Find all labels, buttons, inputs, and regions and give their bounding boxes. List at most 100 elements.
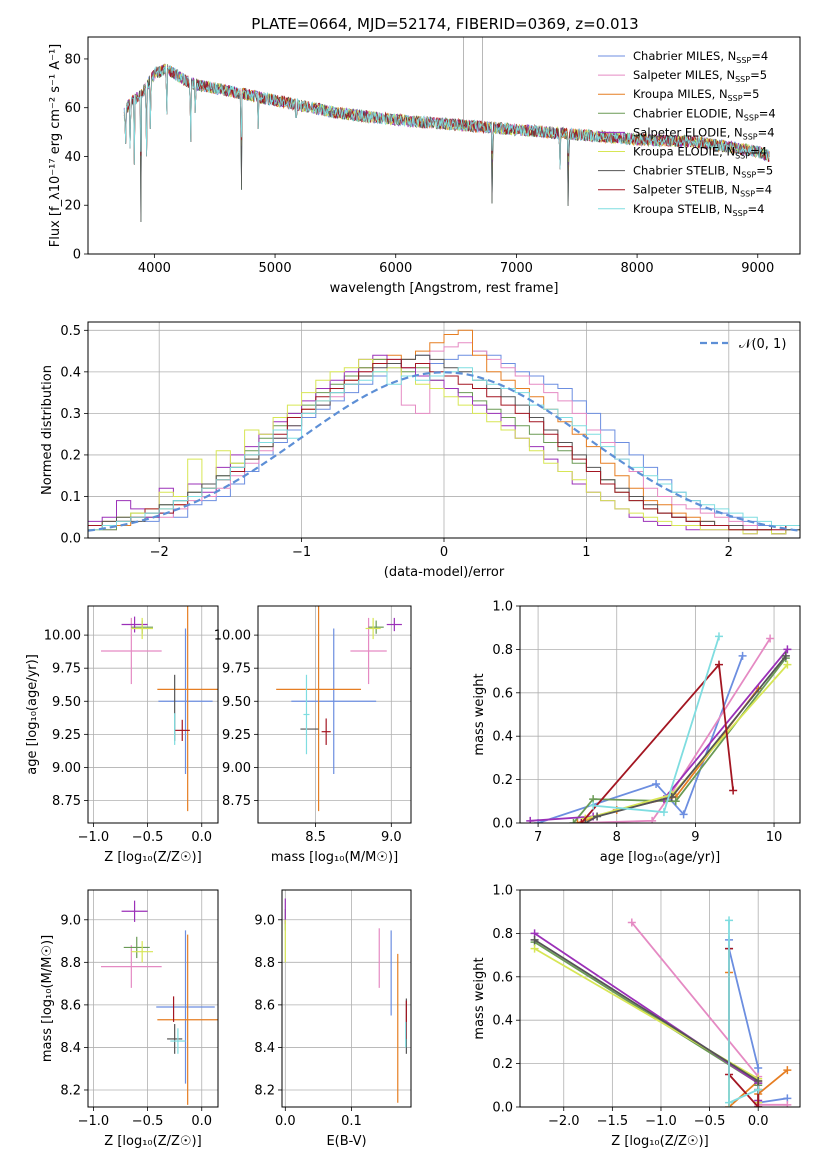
age-vs-mass-xlabel: mass [log₁₀(M/M☉)]: [271, 850, 398, 865]
spectrum-frame: [87, 36, 801, 255]
massweight-point: [729, 786, 738, 795]
massweight-vs-Z-ytick-label: 0.2: [492, 1057, 513, 1072]
mass-vs-EBV-ytick-label: 9.0: [254, 913, 275, 928]
age-vs-mass-ytick-label: 9.00: [222, 761, 251, 776]
residuals-xtick-label: −1: [292, 545, 311, 560]
massweight-point: [573, 819, 582, 823]
normal-legend-label: 𝒩(0, 1): [739, 337, 786, 352]
spectrum-xtick-label: 4000: [138, 261, 171, 276]
mass-vs-EBV-ytick-label: 8.6: [254, 998, 275, 1013]
massweight-point: [526, 816, 535, 823]
age-vs-mass-ytick-label: 9.25: [222, 728, 251, 743]
age-vs-Z-data: [101, 606, 218, 812]
massweight-vs-Z-data: [530, 916, 792, 1107]
massweight-point: [577, 819, 586, 823]
massweight-vs-age-xtick-label: 8: [613, 830, 621, 845]
massweight-vs-age-ytick-label: 1.0: [492, 600, 513, 615]
spectrum-ylabel: Flux [f_λ10⁻¹⁷ erg cm⁻² s⁻¹ A⁻¹]: [48, 44, 63, 248]
spectrum-xtick-label: 9000: [741, 261, 774, 276]
mass-vs-Z-xtick-label: −0.5: [132, 1114, 164, 1129]
mass-vs-Z-ytick-label: 9.0: [60, 913, 81, 928]
mass-vs-Z-data: [101, 900, 218, 1105]
massweight-vs-Z-xtick-label: 0.0: [748, 1114, 769, 1129]
massweight-vs-age-ytick-label: 0.6: [492, 686, 513, 701]
massweight-vs-Z-frame: [519, 889, 801, 1108]
spectrum-ytick-label: 80: [64, 52, 81, 67]
age-vs-Z-ytick-label: 9.50: [52, 695, 81, 710]
mass-vs-EBV-ytick-label: 8.4: [254, 1041, 275, 1056]
massweight-vs-age-frame: [519, 605, 801, 824]
massweight-point: [754, 1103, 763, 1107]
massweight-vs-age-xtick-label: 7: [534, 830, 542, 845]
spectrum-axes: 4000 5000 6000 7000 8000 9000 0 20 40 60 80 wavelen…: [48, 36, 801, 296]
residuals-xtick-label: −2: [150, 545, 169, 560]
massweight-point: [754, 1063, 763, 1072]
age-vs-Z-frame: [87, 605, 219, 824]
age-vs-mass-ytick-label: 9.75: [222, 662, 251, 677]
massweight-vs-Z-ytick-label: 0.0: [492, 1101, 513, 1116]
residuals-ytick-label: 0.4: [60, 365, 81, 380]
massweight-vs-age-xlabel: age [log₁₀(age/yr)]: [600, 850, 721, 865]
spectrum-legend-label: Salpeter MILES, NSSP=5: [633, 68, 767, 84]
age-vs-Z-ytick-label: 9.75: [52, 662, 81, 677]
mass-vs-Z-ylabel: mass [log₁₀(M/M☉)]: [40, 935, 55, 1062]
residual-histogram: [88, 367, 800, 531]
spectrum-ytick-label: 60: [64, 101, 81, 116]
age-vs-mass-xtick-label: 8.5: [305, 830, 326, 845]
spectrum-ytick-label: 20: [64, 199, 81, 214]
residuals-ytick-label: 0.2: [60, 448, 81, 463]
residuals-ytick-label: 0.5: [60, 324, 81, 339]
massweight-vs-age-ytick-label: 0.0: [492, 817, 513, 832]
massweight-point: [754, 1085, 763, 1094]
massweight-point: [679, 810, 688, 819]
spectrum-xtick-label: 8000: [621, 261, 654, 276]
massweight-point: [754, 1076, 763, 1085]
spectrum-ytick-label: 0: [73, 248, 81, 263]
mass-vs-Z-xlabel: Z [log₁₀(Z/Z☉)]: [104, 1134, 201, 1149]
mass-vs-Z-ytick-label: 8.8: [60, 956, 81, 971]
massweight-vs-age-data: [526, 632, 792, 823]
residuals-ytick-label: 0.3: [60, 407, 81, 422]
massweight-vs-Z-ytick-label: 0.6: [492, 970, 513, 985]
massweight-vs-Z-ylabel: mass weight: [472, 957, 487, 1039]
mass-vs-Z-ytick-label: 8.4: [60, 1041, 81, 1056]
spectrum-xtick-label: 6000: [379, 261, 412, 276]
massweight-vs-age-ytick-label: 0.4: [492, 730, 513, 745]
massweight-point: [627, 918, 636, 927]
residuals-axes: −2 −1 0 1 2 0.0 0.1 0.2 0.3 0.4 0.5 (data-model)/er…: [40, 321, 801, 580]
massweight-point: [589, 801, 598, 810]
massweight-point: [783, 1100, 792, 1107]
residuals-ylabel: Normed distribution: [40, 365, 55, 495]
age-vs-Z-ytick-label: 10.00: [44, 629, 81, 644]
massweight-vs-Z-xtick-label: −0.5: [694, 1114, 726, 1129]
normal-curve: [88, 371, 800, 532]
massweight-vs-age-ytick-label: 0.2: [492, 773, 513, 788]
spectrum-legend: Chabrier MILES, NSSP=4 Salpeter MILES, NS…: [598, 49, 776, 218]
age-vs-Z-xtick-label: 0.0: [191, 830, 212, 845]
age-vs-Z-xlabel: Z [log₁₀(Z/Z☉)]: [104, 850, 201, 865]
age-vs-Z-xtick-label: −0.5: [132, 830, 164, 845]
residuals-data: [88, 329, 800, 535]
residuals-xtick-label: 2: [725, 545, 733, 560]
massweight-point: [648, 816, 657, 823]
massweight-point: [783, 660, 792, 669]
spectrum-ytick-label: 40: [64, 150, 81, 165]
massweight-vs-age-ytick-label: 0.8: [492, 643, 513, 658]
residuals-xtick-label: 1: [582, 545, 590, 560]
massweight-vs-Z-ytick-label: 1.0: [492, 884, 513, 899]
massweight-vs-Z-ytick-label: 0.8: [492, 927, 513, 942]
age-vs-Z-ytick-label: 9.00: [52, 761, 81, 776]
massweight-vs-Z-xlabel: Z [log₁₀(Z/Z☉)]: [611, 1134, 708, 1149]
massweight-point: [569, 819, 578, 823]
age-vs-mass-frame: [257, 605, 412, 824]
massweight-point: [530, 935, 539, 944]
residuals-ytick-label: 0.0: [60, 532, 81, 547]
massweight-point: [659, 808, 668, 817]
mass-vs-Z-frame: [87, 889, 219, 1108]
massweight-vs-Z-xtick-label: −2.0: [548, 1114, 580, 1129]
age-vs-mass-axes: 8.5 9.0 8.75 9.00 9.25 9.50 9.75 10.00 mass [log…: [214, 605, 412, 865]
mass-vs-EBV-ytick-label: 8.8: [254, 956, 275, 971]
mass-vs-EBV-xlabel: E(B-V): [326, 1134, 366, 1149]
age-vs-Z-xtick-label: −1.0: [78, 830, 110, 845]
spectrum-legend-label: Salpeter STELIB, NSSP=4: [633, 183, 772, 199]
